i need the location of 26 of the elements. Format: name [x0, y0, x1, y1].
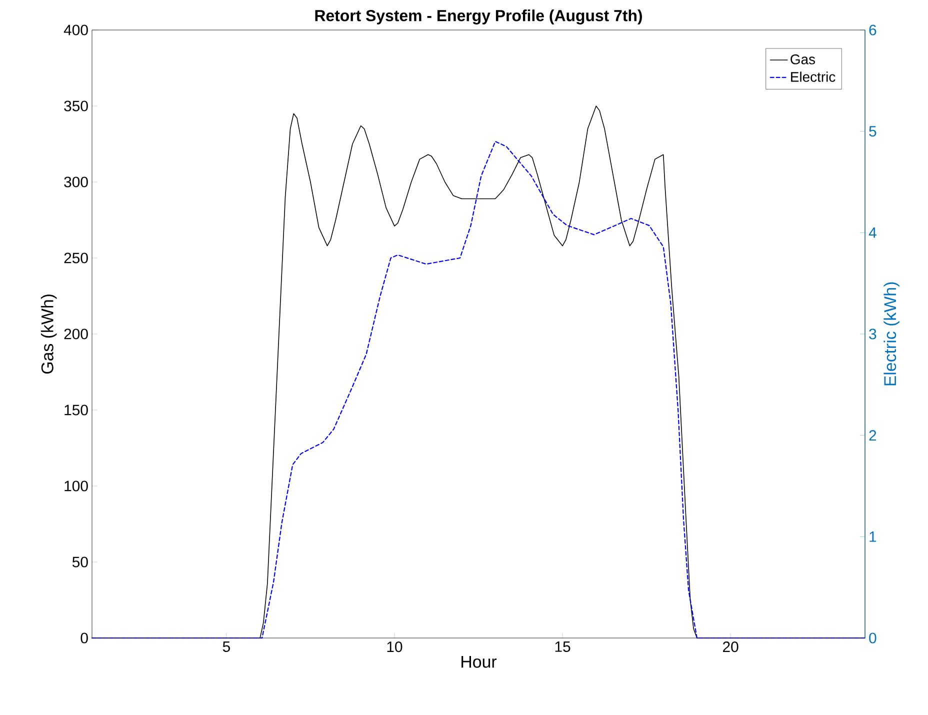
y2-tick-label: 3 — [869, 328, 876, 340]
y2-tick-label: 4 — [868, 228, 876, 238]
x-tick-label: 10 — [387, 642, 402, 652]
y-tick-label: 300 — [64, 176, 88, 188]
legend-label: Gas — [790, 54, 815, 64]
y2-tick-label: 5 — [869, 126, 876, 137]
y-tick-label: 200 — [64, 328, 88, 340]
x-axis-title: Hour — [462, 656, 497, 668]
y2-tick-label: 1 — [870, 532, 876, 542]
y-axis-title: Gas (kWh) — [40, 294, 57, 374]
chart-title: Retort System - Energy Profile (August 7th) — [315, 10, 642, 24]
y-tick-label: 350 — [64, 100, 88, 112]
legend-label: Electric — [791, 72, 836, 82]
x-tick-label: 20 — [723, 642, 738, 652]
y2-tick-label: 6 — [869, 24, 876, 36]
y-tick-label: 250 — [64, 252, 88, 264]
y-tick-label: 50 — [72, 556, 88, 568]
y-tick-label: 100 — [64, 480, 88, 492]
y-tick-label: 0 — [80, 632, 88, 644]
y2-tick-label: 0 — [869, 632, 876, 644]
y2-axis-title: Electric (kWh) — [884, 282, 900, 386]
y2-tick-label: 2 — [869, 430, 876, 441]
x-tick-label: 5 — [222, 642, 230, 652]
y-tick-label: 400 — [64, 24, 88, 36]
x-tick-label: 15 — [555, 642, 570, 652]
y-tick-label: 150 — [64, 404, 88, 416]
